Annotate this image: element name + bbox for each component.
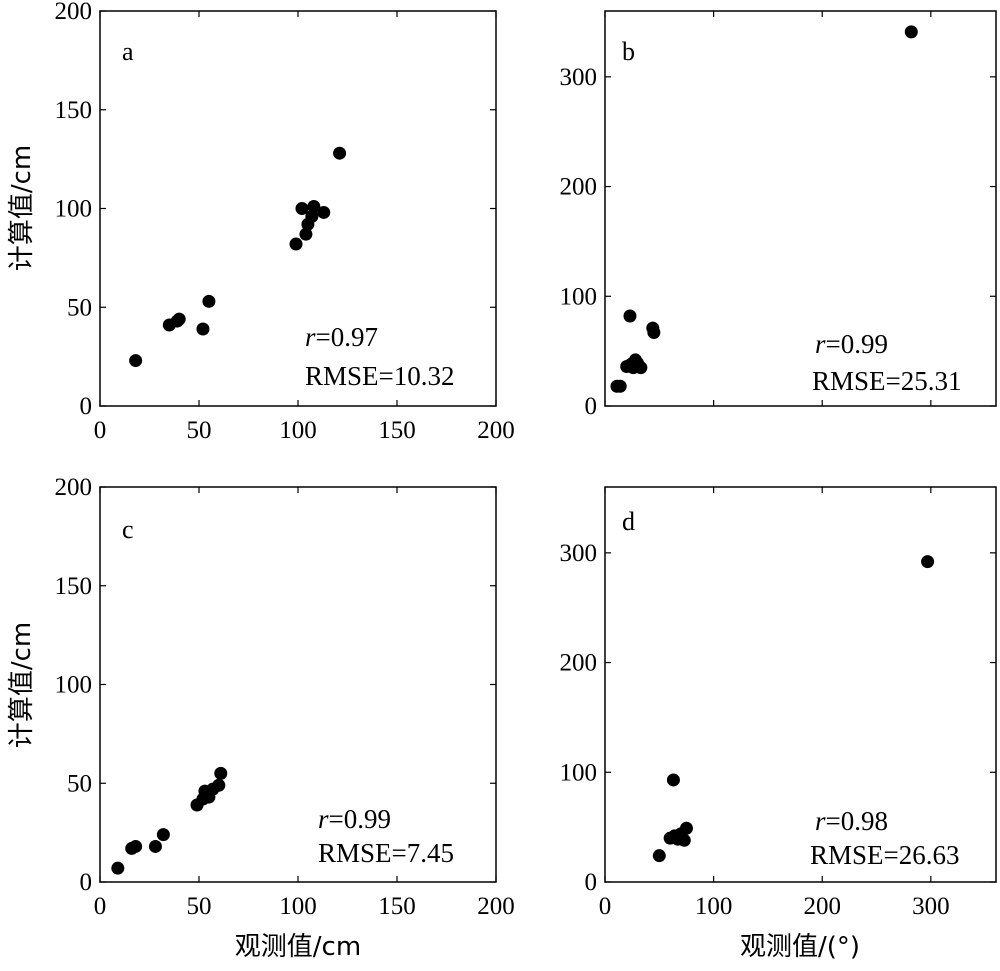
- x-tick-label-d-0: 0: [599, 893, 612, 920]
- panel-c: 0 50 100 150 200 0 50 100 150 200 c r=0.99 RMSE=7…: [7, 474, 515, 962]
- rmse-stat-d: RMSE=26.63: [810, 840, 960, 870]
- data-point-c-11: [214, 766, 228, 780]
- data-point-c-10: [212, 778, 226, 792]
- y-tick-label-a-2: 100: [55, 196, 93, 223]
- data-point-a-3: [172, 312, 186, 326]
- data-point-a-12: [317, 205, 331, 219]
- data-point-b-11: [904, 25, 918, 39]
- data-point-c-4: [156, 828, 170, 842]
- y-tick-label-c-2: 100: [55, 672, 93, 699]
- data-point-b-8: [634, 361, 648, 375]
- x-tick-label-c-3: 150: [378, 893, 416, 920]
- y-tick-label-d-3: 300: [560, 540, 598, 567]
- r-symbol-d: r: [815, 806, 826, 836]
- data-point-d-0: [652, 849, 666, 863]
- data-point-a-11: [307, 200, 321, 214]
- data-point-b-10: [647, 325, 661, 339]
- panel-b: 0 100 200 300 b r=0.99 RMSE=25.31: [560, 10, 997, 420]
- data-point-a-13: [333, 146, 347, 160]
- plot-frame-c: [99, 486, 497, 883]
- x-tick-label-c-1: 50: [187, 893, 212, 920]
- rmse-stat-c: RMSE=7.45: [318, 838, 454, 868]
- r-stat-c: r=0.99: [318, 804, 391, 834]
- data-point-d-8: [921, 555, 935, 569]
- plot-frame-d: [604, 486, 997, 883]
- r-stat-b: r=0.99: [815, 329, 888, 359]
- data-point-a-7: [295, 202, 309, 215]
- data-point-c-3: [148, 839, 162, 853]
- data-point-a-4: [196, 322, 210, 336]
- rmse-stat-b: RMSE=25.31: [812, 366, 962, 396]
- data-point-d-7: [679, 821, 693, 835]
- data-point-a-8: [299, 227, 313, 241]
- r-symbol-b: r: [815, 329, 826, 359]
- plot-frame-b: [604, 10, 997, 407]
- r-value-d: =0.98: [826, 806, 888, 836]
- data-point-a-6: [289, 237, 303, 251]
- data-point-a-10: [305, 209, 319, 223]
- r-symbol-a: r: [305, 322, 316, 352]
- panel-d: 0 100 200 300 0 100 200 300 d r=0.98 RMSE=26.63…: [560, 486, 997, 962]
- data-point-b-3: [623, 309, 637, 323]
- y-tick-label-b-1: 100: [560, 283, 598, 310]
- x-tick-label-a-3: 150: [378, 417, 416, 444]
- data-point-a-0: [129, 354, 143, 368]
- r-stat-a: r=0.97: [305, 322, 378, 352]
- y-tick-label-d-1: 100: [560, 759, 598, 786]
- y-tick-label-a-1: 50: [67, 294, 92, 321]
- y-axis-label-c: 计算值/cm: [7, 622, 37, 748]
- data-point-a-5: [202, 294, 216, 308]
- r-stat-d: r=0.98: [815, 806, 888, 836]
- x-tick-label-c-4: 200: [477, 893, 515, 920]
- r-value-a: =0.97: [316, 322, 378, 352]
- y-tick-label-a-0: 0: [80, 393, 93, 420]
- y-tick-label-a-4: 200: [55, 0, 93, 25]
- data-point-c-2: [129, 839, 143, 853]
- y-tick-label-c-3: 150: [55, 573, 93, 600]
- x-tick-label-a-0: 0: [94, 417, 107, 444]
- y-tick-label-c-0: 0: [80, 869, 93, 896]
- y-tick-label-c-4: 200: [55, 474, 93, 501]
- panel-label-b: b: [622, 37, 635, 66]
- x-tick-label-a-2: 100: [279, 417, 317, 444]
- x-tick-label-d-3: 300: [912, 893, 950, 920]
- data-point-c-0: [111, 861, 125, 875]
- panel-a: 0 50 100 150 200 0 50 100 150 200 a r=0.97 RMSE=1…: [7, 0, 515, 444]
- y-tick-label-b-0: 0: [585, 393, 598, 420]
- x-tick-label-c-0: 0: [94, 893, 107, 920]
- y-tick-label-d-0: 0: [585, 869, 598, 896]
- x-axis-label-d: 观测值/(°): [740, 932, 860, 962]
- x-tick-label-d-1: 100: [695, 893, 733, 920]
- y-tick-label-b-2: 200: [560, 174, 598, 201]
- y-tick-label-a-3: 150: [55, 97, 93, 124]
- data-point-d-6: [677, 833, 691, 847]
- x-tick-label-a-4: 200: [477, 417, 515, 444]
- y-tick-label-b-3: 300: [560, 64, 598, 91]
- x-tick-label-a-1: 50: [187, 417, 212, 444]
- x-tick-label-d-2: 200: [803, 893, 841, 920]
- r-value-c: =0.99: [329, 804, 391, 834]
- r-value-b: =0.99: [826, 329, 888, 359]
- data-point-b-1: [613, 379, 627, 393]
- r-symbol-c: r: [318, 804, 329, 834]
- y-axis-label-a: 计算值/cm: [7, 145, 37, 271]
- panel-label-a: a: [122, 37, 134, 66]
- rmse-stat-a: RMSE=10.32: [305, 361, 455, 391]
- y-tick-label-c-1: 50: [67, 770, 92, 797]
- panel-label-d: d: [622, 507, 635, 536]
- y-tick-label-d-2: 200: [560, 650, 598, 677]
- data-point-d-2: [666, 773, 680, 787]
- panel-label-c: c: [122, 515, 134, 544]
- x-axis-label-c: 观测值/cm: [235, 932, 361, 962]
- x-tick-label-c-2: 100: [279, 893, 317, 920]
